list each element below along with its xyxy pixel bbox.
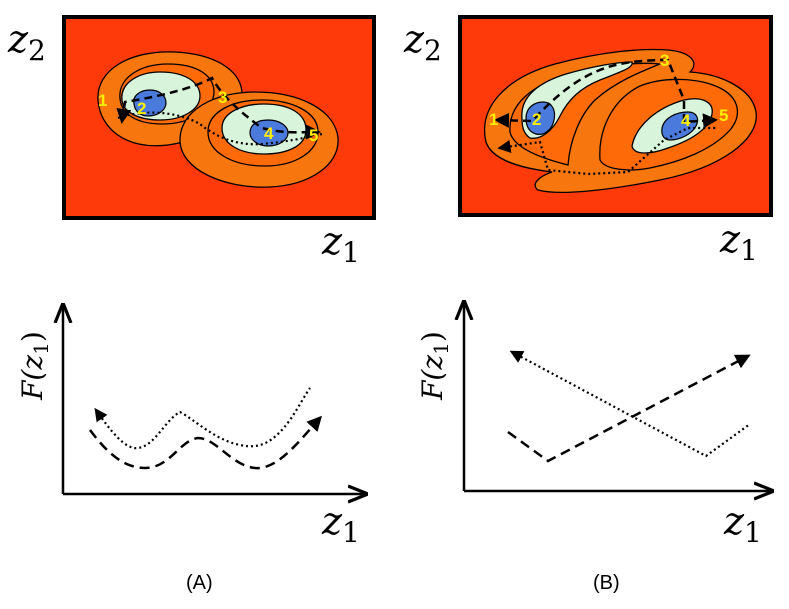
svg-text:F(z1): F(z1) bbox=[16, 331, 53, 401]
panel-a-dashed-curve bbox=[89, 415, 323, 470]
panel-a-point-4: 4 bbox=[264, 124, 274, 143]
panel-b-landscape-axis-z1: z1 bbox=[719, 217, 758, 267]
panel-b-z2-letter: z bbox=[403, 17, 425, 61]
panel-a-point-2: 2 bbox=[137, 99, 146, 118]
panel-b-plot bbox=[464, 302, 772, 491]
panel-a-point-1: 1 bbox=[98, 91, 107, 110]
panel-a-plot-z1-subscript: 1 bbox=[342, 516, 360, 549]
panel-b-z1-letter: z bbox=[719, 217, 741, 261]
panel-b-point-1: 1 bbox=[489, 110, 498, 129]
panel-a-point-5: 5 bbox=[309, 126, 318, 145]
panel-a-plot-x-label: z1 bbox=[321, 499, 360, 549]
panel-b-plot-y-label: F(z1) bbox=[416, 331, 453, 401]
panel-b-plot-z1-subscript: 1 bbox=[744, 516, 762, 549]
panel-a-z2-subscript: 2 bbox=[28, 34, 46, 67]
panel-b-plot-x-label: z1 bbox=[723, 499, 762, 549]
svg-text:z1: z1 bbox=[719, 217, 758, 267]
panel-a-point-3: 3 bbox=[218, 88, 227, 107]
panel-b-plot-z1-letter: z bbox=[723, 499, 745, 543]
panel-a-dotted-trajectory bbox=[117, 111, 323, 146]
panel-b-F-subscript: 1 bbox=[429, 342, 453, 355]
svg-text:F(z1): F(z1) bbox=[416, 331, 453, 401]
panel-a-z2-letter: z bbox=[7, 17, 29, 61]
panel-b-F-close: ) bbox=[416, 331, 449, 342]
panel-a-dashed-trajectory bbox=[116, 76, 321, 140]
panel-b-dotted-trajectory bbox=[497, 126, 718, 176]
panel-b-dashed-line bbox=[507, 354, 751, 463]
svg-text:z1: z1 bbox=[321, 499, 360, 549]
panel-a-plot-y-label: F(z1) bbox=[16, 331, 53, 401]
panel-b-F-label: F(z bbox=[416, 355, 449, 401]
panel-a-landscape-axis-z2: z2 bbox=[7, 17, 46, 67]
svg-text:z1: z1 bbox=[723, 499, 762, 549]
panel-a-plot bbox=[63, 305, 366, 494]
panel-a-label: (A) bbox=[186, 572, 213, 594]
panel-b-point-4: 4 bbox=[681, 111, 691, 130]
panel-a-F-subscript: 1 bbox=[29, 342, 53, 355]
panel-a-z1-letter: z bbox=[321, 219, 343, 263]
panel-a-dotted-curve bbox=[94, 387, 311, 450]
panel-a-z1-subscript: 1 bbox=[342, 236, 360, 269]
svg-text:z2: z2 bbox=[403, 17, 442, 67]
svg-text:z2: z2 bbox=[7, 17, 46, 67]
panel-a-landscape-axis-z1: z1 bbox=[321, 219, 360, 269]
panel-b-dashed-trajectory bbox=[494, 58, 718, 129]
panel-b-point-5: 5 bbox=[719, 106, 728, 125]
panel-a-F-close: ) bbox=[16, 331, 49, 342]
svg-text:z1: z1 bbox=[321, 219, 360, 269]
panel-b-dotted-line bbox=[509, 350, 751, 458]
panel-a-F-label: F(z bbox=[16, 355, 49, 401]
panel-a-plot-z1-letter: z bbox=[321, 499, 343, 543]
panel-b-landscape-axis-z2: z2 bbox=[403, 17, 442, 67]
panel-b-point-3: 3 bbox=[660, 51, 669, 70]
panel-b-z1-subscript: 1 bbox=[740, 234, 758, 267]
panel-b-label: (B) bbox=[593, 572, 620, 594]
panel-b-z2-subscript: 2 bbox=[424, 34, 442, 67]
panel-b-point-2: 2 bbox=[532, 110, 541, 129]
panel-a-landscape: 1 2 3 4 5 bbox=[62, 15, 376, 220]
panel-b-landscape: 1 2 3 4 5 bbox=[458, 15, 773, 217]
